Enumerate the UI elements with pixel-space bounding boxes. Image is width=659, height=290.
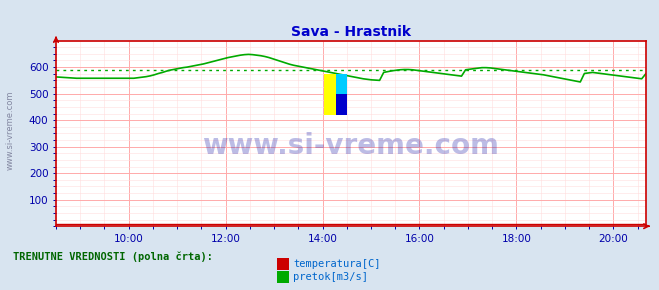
Text: www.si-vreme.com: www.si-vreme.com — [5, 91, 14, 170]
Bar — [335, 95, 347, 115]
Text: temperatura[C]: temperatura[C] — [293, 259, 381, 269]
Text: pretok[m3/s]: pretok[m3/s] — [293, 272, 368, 282]
Text: www.si-vreme.com: www.si-vreme.com — [202, 133, 500, 160]
Bar — [324, 74, 335, 115]
Title: Sava - Hrastnik: Sava - Hrastnik — [291, 26, 411, 39]
Text: TRENUTNE VREDNOSTI (polna črta):: TRENUTNE VREDNOSTI (polna črta): — [13, 251, 213, 262]
Bar — [335, 74, 347, 95]
